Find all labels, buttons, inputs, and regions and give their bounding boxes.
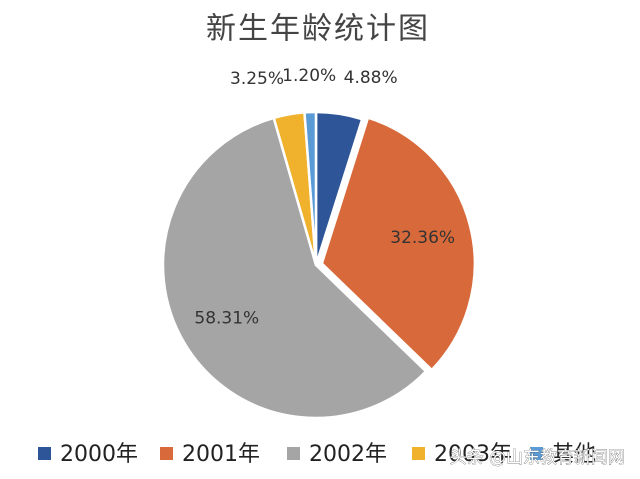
- data-label: 32.36%: [390, 228, 455, 248]
- legend-swatch: [287, 447, 300, 460]
- legend-label: 2001年: [182, 442, 260, 467]
- legend-swatch: [38, 447, 51, 460]
- legend-label: 2002年: [309, 442, 387, 467]
- pie-slice: [303, 110, 318, 266]
- chart-title: 新生年龄统计图: [206, 12, 430, 47]
- data-label: 3.25%: [230, 69, 284, 89]
- legend-label: 其他: [552, 442, 596, 467]
- legend-swatch: [412, 447, 425, 460]
- watermark: 头条 @山东教育新闻网: [450, 448, 625, 468]
- legend-label: 2000年: [60, 442, 138, 467]
- pie-slice: [320, 116, 477, 372]
- pie-slice: [161, 116, 428, 420]
- data-label: 1.20%: [282, 66, 336, 86]
- legend-label: 2003年: [434, 442, 512, 467]
- legend-swatch: [160, 447, 173, 460]
- legend-swatch: [530, 447, 543, 460]
- data-label: 4.88%: [344, 68, 398, 88]
- data-label: 58.31%: [194, 309, 259, 329]
